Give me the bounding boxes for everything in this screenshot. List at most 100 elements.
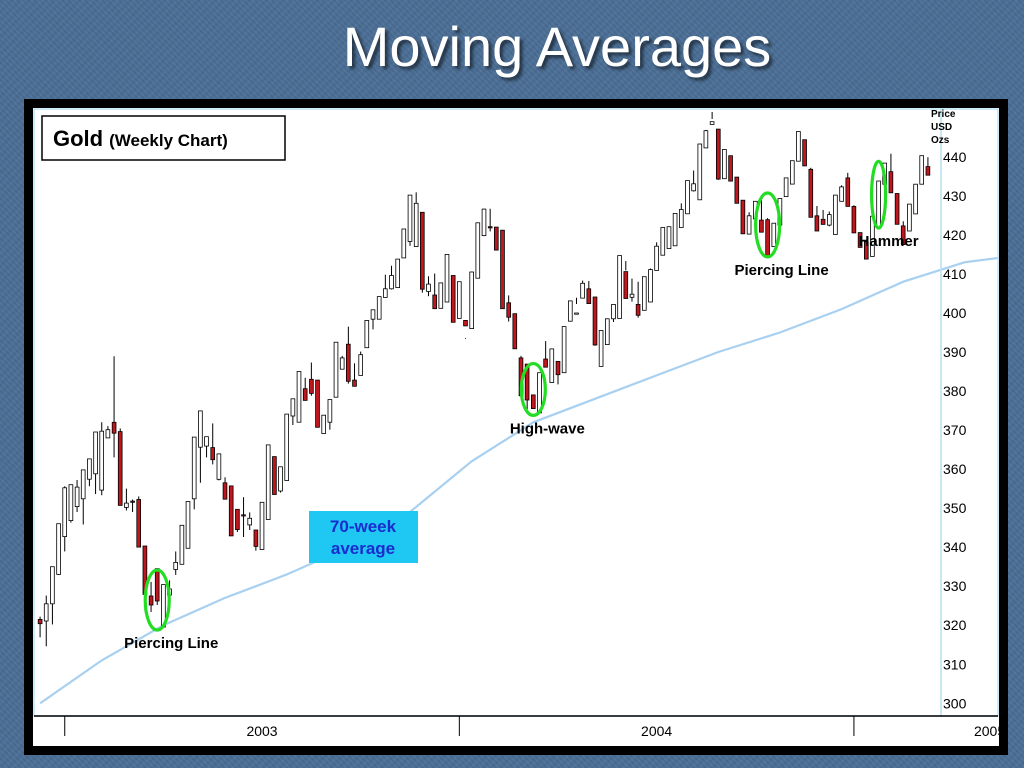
candle [845, 172, 851, 207]
candle [438, 282, 444, 309]
y-axis-label-line: USD [931, 122, 952, 133]
moving-average-line [39, 256, 999, 705]
candle [493, 226, 499, 251]
annotation-circle [869, 159, 888, 230]
candle [105, 426, 111, 439]
chart-subtitle: (Weekly Chart) [109, 131, 228, 150]
y-tick-label: 410 [943, 266, 967, 282]
y-axis-label-line: Ozs [931, 135, 950, 146]
x-tick-label: 2003 [246, 723, 277, 739]
candle [907, 203, 912, 232]
y-tick-label: 300 [943, 695, 967, 711]
candle [524, 363, 530, 410]
candle [87, 458, 92, 487]
candle [740, 199, 746, 235]
candle [654, 242, 659, 271]
candle [99, 422, 105, 496]
candle [617, 255, 622, 319]
annotation-circle [754, 191, 782, 259]
candle [765, 218, 770, 258]
candle [364, 319, 370, 349]
y-tick-label: 430 [943, 188, 967, 204]
candle [80, 469, 86, 525]
candle [185, 501, 191, 549]
plot-border [33, 108, 942, 717]
candle [598, 330, 604, 367]
candle [265, 444, 271, 520]
candle [839, 185, 844, 202]
candle [734, 176, 740, 204]
candle [413, 192, 419, 248]
candle [253, 529, 259, 551]
ma-label-line2: average [331, 539, 395, 558]
candle [574, 297, 579, 315]
candle [450, 275, 456, 323]
candle [746, 212, 752, 235]
candle [111, 356, 117, 458]
candle [376, 296, 382, 320]
candle [43, 595, 49, 647]
candle [352, 363, 357, 387]
candle [543, 341, 548, 368]
candle [623, 261, 629, 299]
y-axis-label: Price USD Ozs [931, 109, 956, 146]
annotation-circle [519, 361, 547, 417]
candle [204, 436, 209, 458]
ma-label-box [309, 511, 418, 563]
candle [549, 348, 555, 383]
candle [228, 485, 234, 537]
candle [530, 394, 536, 409]
candle [241, 497, 246, 538]
candle [216, 453, 222, 481]
candle [629, 278, 635, 302]
candle [247, 512, 253, 530]
y-axis-label-line: Price [931, 109, 956, 120]
candle [395, 258, 400, 289]
candle [500, 229, 505, 310]
candle [358, 351, 363, 376]
candle [272, 456, 277, 495]
chart-title: Gold (Weekly Chart) [53, 126, 228, 151]
candle [290, 398, 296, 425]
chart-area: Piercing Line High-wave Piercing Line Hamme… [33, 108, 999, 746]
candle [857, 232, 863, 248]
candle [900, 221, 906, 246]
y-tick-label: 390 [943, 344, 967, 360]
candle [37, 616, 43, 638]
candle [561, 326, 567, 374]
candle [389, 265, 394, 290]
candle [827, 211, 832, 227]
candle [124, 488, 129, 511]
candle [148, 581, 154, 612]
candle [605, 318, 610, 346]
candle [808, 167, 814, 218]
candle [833, 194, 838, 235]
candle [586, 280, 592, 305]
candle [235, 508, 240, 532]
candle [130, 499, 135, 513]
candle [191, 436, 197, 510]
candle [796, 131, 801, 162]
y-tick-label: 360 [943, 461, 967, 477]
candle [370, 309, 376, 330]
chart-title-box [41, 115, 286, 161]
candle [432, 273, 437, 310]
candle [851, 205, 857, 234]
candle [913, 183, 918, 215]
candle [259, 501, 265, 550]
candle [487, 208, 493, 232]
candle [642, 276, 647, 311]
candle [820, 209, 826, 225]
candle [703, 129, 709, 149]
chart-title-main: Gold [53, 126, 103, 151]
candle [592, 296, 598, 346]
candle [635, 281, 641, 318]
candle [179, 524, 185, 565]
y-tick-label: 350 [943, 500, 967, 516]
y-tick-label: 310 [943, 656, 967, 672]
candle [117, 428, 123, 506]
candle [672, 213, 678, 247]
ma-label-line1: 70-week [330, 517, 397, 536]
candle [309, 362, 314, 396]
annotation-label: High-wave [510, 420, 585, 437]
